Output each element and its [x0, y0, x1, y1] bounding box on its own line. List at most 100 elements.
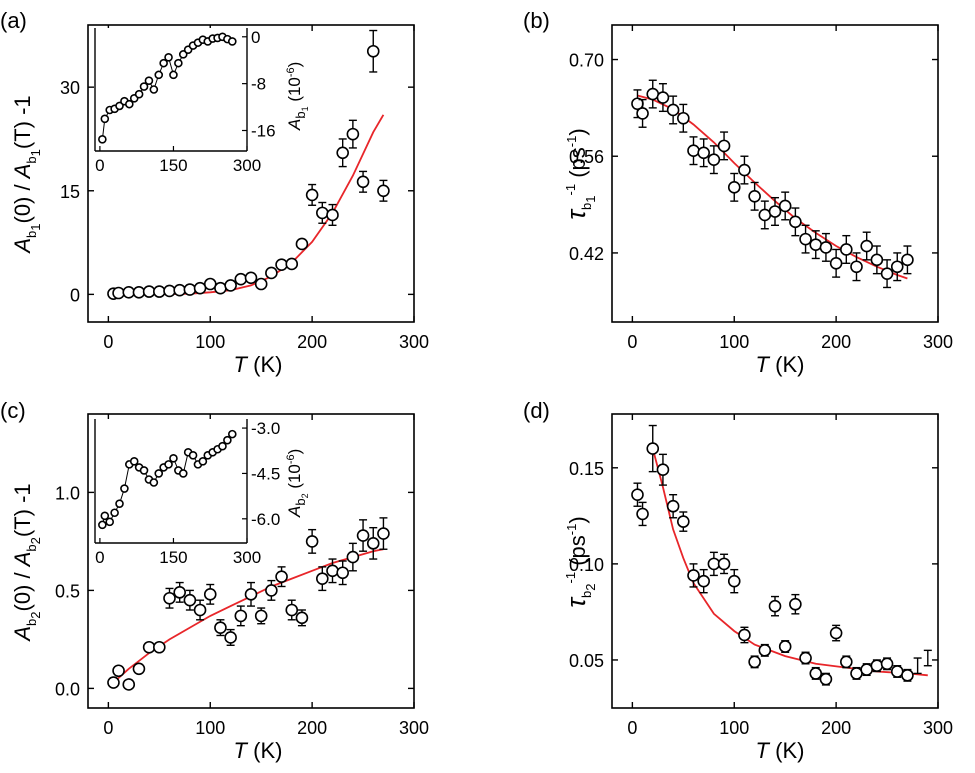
panel-c-point-5	[153, 640, 166, 654]
panel-a-point-3	[132, 285, 146, 299]
panel-d-xtick-label-0: 0	[627, 718, 637, 738]
panel-c-point-22	[326, 564, 339, 578]
panel-c-point-17	[275, 570, 288, 583]
panel-c-inset-point-25	[218, 441, 227, 451]
panel-a-point-16	[265, 266, 278, 280]
panel-a-inset-point-6	[125, 99, 134, 109]
panel-c-inset-point-4	[115, 499, 124, 508]
panel-c-point-24	[346, 550, 360, 564]
panel-a-inset-point-16	[174, 58, 183, 68]
panel-a-inset-point-10	[144, 76, 154, 86]
panel-c-inset-point-27	[227, 429, 237, 439]
panel-d-xtick-label-1: 100	[719, 718, 749, 738]
panel-b-point-19	[819, 241, 833, 254]
panel-c-frame	[87, 413, 415, 709]
panel-b-point-27	[901, 253, 914, 267]
panel-a-ytick-label-1: 15	[60, 182, 80, 202]
panel-a-inset-point-11	[149, 85, 159, 94]
panel-c-ylabel-A2: A	[10, 552, 35, 569]
panel-c-ytick-label-1: 0.5	[55, 581, 80, 601]
panel-d-point-13	[758, 644, 772, 657]
panel-d-xtick-label-3: 300	[923, 718, 953, 738]
panel-a-ylabel-sub2: b	[24, 156, 39, 163]
panel-c-ylabel-subsub2: 2	[28, 537, 43, 544]
panel-b-point-15	[778, 199, 792, 213]
panel-a-ylabel-subsub1: 1	[28, 224, 43, 231]
panel-a-ytick-label-2: 30	[60, 78, 80, 98]
panel-a-point-10	[203, 277, 217, 291]
panel-d-point-2	[646, 442, 660, 455]
panel-a-point-23	[336, 146, 349, 160]
panel-a-ylabel-mid: (0) /	[10, 178, 35, 223]
panel-b-point-22	[850, 260, 863, 274]
panel-a-point-22	[326, 208, 339, 222]
panel-d-ylabel-exp: -1	[563, 572, 578, 584]
panel-b-xtick-label-2: 200	[821, 332, 851, 352]
panel-a-label: (a)	[0, 8, 27, 33]
panel-a-xtick-label-3: 300	[399, 332, 429, 352]
panel-d-ytick-label-1: 0.10	[569, 555, 604, 575]
panel-b-point-23	[860, 239, 873, 253]
panel-a-ylabel-A2: A	[10, 164, 35, 181]
panel-d-point-1	[636, 507, 649, 521]
panel-c-xtick-label-0: 0	[103, 718, 113, 738]
panel-c-point-8	[183, 593, 197, 607]
panel-a-inset-point-27	[227, 37, 237, 46]
panel-c-inset-ylabel-exp: -6	[285, 454, 297, 464]
panel-d-ylabel-sub: b	[579, 591, 594, 598]
panel-b-ylabel-exp: -1	[563, 184, 578, 196]
panel-c-ylabel-A1: A	[10, 626, 35, 643]
panel-d-point-7	[697, 574, 710, 588]
panel-b-xtick-label-0: 0	[627, 332, 637, 352]
panel-d-label: (d)	[523, 398, 550, 423]
panel-c-inset-ytick-label-0: -3.0	[251, 419, 280, 438]
panel-a-inset-ytick-label-1: -8	[251, 75, 266, 94]
panel-a-point-27	[377, 184, 390, 198]
panel-b-point-21	[840, 243, 853, 256]
panel-c-ytick-label-0: 0.0	[55, 679, 80, 699]
panel-d-point-26	[890, 665, 904, 678]
panel-a-inset-point-13	[159, 58, 168, 68]
panel-d-xlabel: T (K)	[756, 738, 805, 763]
panel-a-inset-point-12	[154, 70, 164, 80]
panel-a-point-14	[244, 271, 258, 285]
panel-d-ylabel: τb2 -1 (ps-1)	[561, 516, 598, 607]
panel-b-point-16	[789, 215, 802, 229]
panel-c-inset-point-3	[110, 508, 119, 518]
panel-a-inset-point-14	[164, 52, 173, 62]
panel-a-inset-xtick-label-0: 0	[95, 156, 104, 175]
panel-d-fit-curve	[651, 448, 928, 677]
panel-b-point-17	[799, 232, 812, 246]
panel-a-ylabel-post: (T) -1	[10, 95, 35, 149]
panel-d-xlabel-T: T	[756, 738, 771, 763]
panel-c-point-19	[295, 611, 309, 625]
panel-a-point-1	[112, 286, 125, 300]
panel-b-point-2	[646, 87, 660, 101]
panel-a-inset-ylabel-subsub: 1	[300, 106, 310, 111]
panel-b-ylabel-close: )	[565, 128, 590, 135]
panel-b-point-24	[870, 253, 884, 267]
panel-c-inset-point-1	[100, 511, 110, 521]
panel-a-frame	[87, 24, 415, 323]
panel-b-point-5	[677, 111, 690, 125]
panel-a-point-26	[366, 44, 380, 58]
panel-c-xlabel: T (K)	[234, 738, 283, 763]
panel-b-xlabel-T: T	[756, 352, 771, 377]
panel-a-inset-ytick-label-0: 0	[251, 28, 260, 47]
panel-d-point-6	[687, 569, 700, 582]
panel-c-inset-point-11	[149, 478, 159, 487]
panel-d-point-23	[860, 663, 873, 676]
panel-a-xlabel-T: T	[234, 352, 249, 377]
panel-b-ylabel: τb1 -1 (ps-1)	[561, 128, 598, 219]
panel-c-point-6	[163, 591, 176, 605]
panel-a-inset-ylabel-A: A	[285, 119, 304, 131]
panel-c-ylabel-sub2: b	[24, 544, 39, 551]
panel-d-point-3	[656, 463, 670, 477]
panel-d-ylabel-close: )	[565, 516, 590, 523]
panel-c-point-23	[336, 566, 349, 580]
panel-b-point-26	[890, 260, 904, 274]
panel-b-label: (b)	[523, 8, 550, 33]
panel-a-inset-ylabel-close: )	[285, 62, 304, 68]
